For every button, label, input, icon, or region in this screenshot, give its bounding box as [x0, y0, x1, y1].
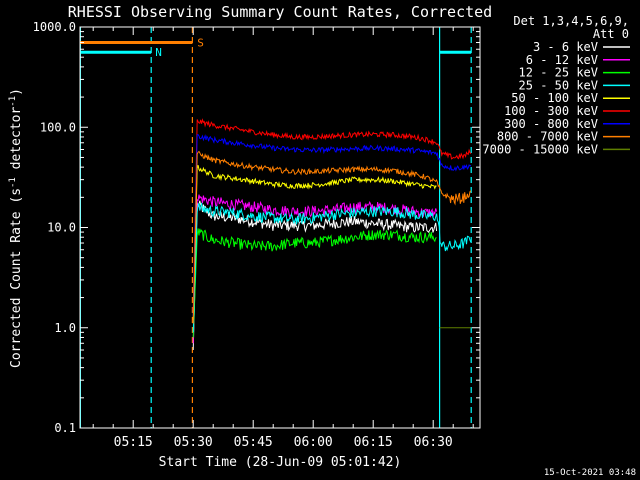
x-tick-label: 06:00: [294, 435, 333, 450]
x-tick-label: 05:30: [174, 435, 213, 450]
y-axis-label: Corrected Count Rate (s-1 detector-1): [8, 88, 24, 368]
legend-label: 7000 - 15000 keV: [482, 142, 598, 156]
legend-label: 25 - 50 keV: [519, 78, 598, 92]
y-axis: 0.1 1.0 10.0 100.0 1000.0: [33, 20, 480, 435]
legend-label: 6 - 12 keV: [526, 53, 598, 67]
legend-label: 3 - 6 keV: [533, 40, 598, 54]
footer-date: 15-Oct-2021 03:48: [544, 468, 636, 478]
x-tick-label: 05:15: [114, 435, 153, 450]
y-axis-label-sup: -1: [8, 177, 18, 188]
y-tick-label: 1000.0: [33, 20, 76, 34]
series-line: [192, 228, 437, 338]
series-line: [192, 200, 438, 351]
x-axis: 05:15 05:30 05:45 06:00 06:15 06:30: [92, 27, 474, 450]
plot-frame: [79, 26, 481, 429]
y-axis-label-part: detector: [9, 107, 24, 178]
series-line: [192, 118, 472, 311]
legend-label: 300 - 800 keV: [504, 117, 598, 131]
legend-label: 100 - 300 keV: [504, 104, 598, 118]
chart-title: RHESSI Observing Summary Count Rates, Co…: [68, 3, 492, 21]
series-line: [192, 165, 437, 320]
legend-label: 800 - 7000 keV: [497, 130, 598, 144]
y-tick-label: 1.0: [54, 321, 76, 335]
flag-label: N: [155, 46, 162, 59]
y-tick-label: 10.0: [47, 221, 76, 235]
x-axis-label: Start Time (28-Jun-09 05:01:42): [159, 455, 402, 470]
legend-label: 12 - 25 keV: [519, 66, 598, 80]
legend-header: Att 0: [593, 27, 629, 41]
x-tick-label: 06:30: [414, 435, 453, 450]
y-axis-label-sup: -1: [8, 96, 18, 107]
y-tick-label: 100.0: [40, 120, 76, 134]
series-line: [192, 150, 472, 324]
series-line: [192, 202, 472, 333]
x-tick-label: 05:45: [234, 435, 273, 450]
y-axis-label-part: ): [9, 88, 24, 96]
plot-area: NS: [79, 27, 472, 428]
legend-label: 50 - 100 keV: [511, 91, 598, 105]
series-line: [192, 133, 472, 317]
flag-label: S: [197, 37, 204, 50]
legend-header: Det 1,3,4,5,6,9,: [513, 14, 629, 28]
y-axis-label-part: Corrected Count Rate (s: [9, 188, 24, 368]
y-tick-label: 0.1: [54, 421, 76, 435]
x-tick-label: 06:15: [354, 435, 393, 450]
